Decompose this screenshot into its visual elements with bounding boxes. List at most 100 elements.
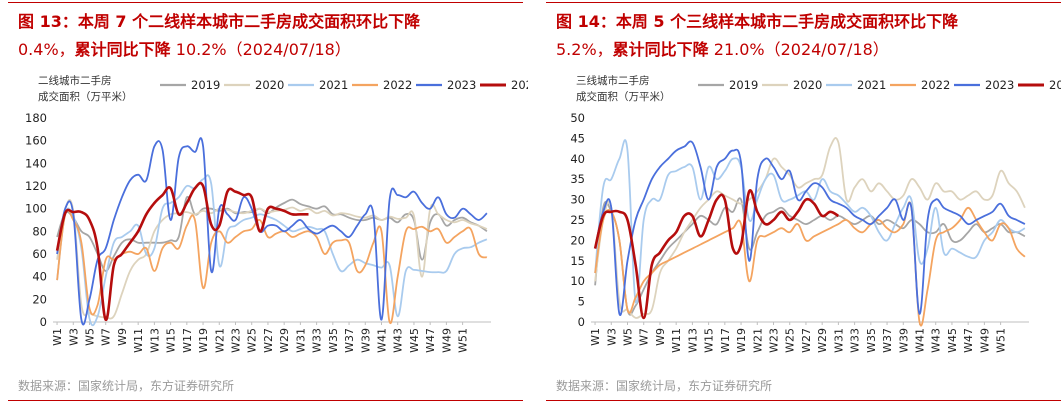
x-tick-label: W29 — [816, 328, 829, 353]
source-note: 数据来源：国家统计局，东方证券研究所 — [18, 379, 235, 393]
y-tick-label: 180 — [25, 111, 47, 125]
y-tick-label: 25 — [570, 213, 585, 227]
x-tick-label: W3 — [605, 328, 618, 346]
x-tick-label: W49 — [440, 328, 453, 353]
legend-label: 2023 — [985, 78, 1014, 92]
x-tick-label: W23 — [768, 328, 781, 353]
x-tick-label: W9 — [654, 328, 667, 346]
x-tick-label: W47 — [424, 328, 437, 353]
x-tick-label: W39 — [359, 328, 372, 353]
legend-item-2022: 2022 — [890, 78, 950, 92]
x-tick-label: W13 — [148, 328, 161, 353]
title-line-2-post: 10.2%（2024/07/18） — [170, 40, 351, 59]
x-tick-label: W41 — [914, 328, 927, 353]
title-line-2-post: 21.0%（2024/07/18） — [708, 40, 889, 59]
x-tick-label: W31 — [832, 328, 845, 353]
legend-item-2024: 2024 — [480, 78, 528, 92]
bottom-rule — [8, 400, 523, 401]
x-tick-label: W37 — [343, 328, 356, 353]
title-line-2-pre: 0.4%， — [18, 40, 75, 59]
x-tick-label: W21 — [751, 328, 764, 353]
top-rule — [546, 2, 1061, 3]
legend-label: 2022 — [921, 78, 950, 92]
x-tick-label: W45 — [408, 328, 421, 353]
legend-label: 2020 — [255, 78, 284, 92]
y-tick-label: 20 — [32, 292, 47, 306]
legend-label: 2021 — [319, 78, 348, 92]
x-tick-label: W29 — [278, 328, 291, 353]
y-tick-label: 10 — [570, 274, 585, 288]
x-tick-label: W13 — [686, 328, 699, 353]
x-tick-label: W33 — [849, 328, 862, 353]
series-line-2020 — [594, 137, 1026, 319]
y-tick-label: 5 — [578, 295, 585, 309]
y-tick-label: 0 — [578, 315, 585, 329]
x-tick-label: W27 — [800, 328, 813, 353]
legend-label: 2019 — [729, 78, 758, 92]
legend-item-2020: 2020 — [224, 78, 284, 92]
x-tick-label: W5 — [84, 328, 97, 346]
legend-item-2019: 2019 — [698, 78, 758, 92]
source-note: 数据来源：国家统计局，东方证券研究所 — [556, 379, 773, 393]
series-line-2024 — [55, 181, 309, 322]
y-tick-label: 45 — [570, 131, 585, 145]
series-line-2023 — [56, 137, 488, 326]
x-tick-label: W35 — [327, 328, 340, 353]
legend-label: 2024 — [511, 78, 528, 92]
x-tick-label: W51 — [995, 328, 1008, 353]
x-tick-label: W27 — [262, 328, 275, 353]
x-tick-label: W1 — [589, 328, 602, 346]
x-tick-label: W25 — [784, 328, 797, 353]
x-tick-label: W7 — [100, 328, 113, 346]
y-tick-label: 80 — [32, 224, 47, 238]
x-tick-label: W31 — [294, 328, 307, 353]
y-axis-label: 三线城市二手房 — [576, 74, 650, 87]
x-tick-label: W49 — [978, 328, 991, 353]
y-tick-label: 35 — [570, 172, 585, 186]
title-line-2-bold: 累计同比下降 — [74, 40, 171, 59]
x-tick-label: W15 — [703, 328, 716, 353]
x-tick-label: W1 — [51, 328, 64, 346]
legend-item-2023: 2023 — [954, 78, 1014, 92]
chart-panel-third-tier: 图 14：本周 5 个三线样本城市二手房成交面积环比下降 5.2%，累计同比下降… — [546, 0, 1061, 407]
legend-label: 2020 — [793, 78, 822, 92]
x-tick-label: W23 — [230, 328, 243, 353]
legend-label: 2024 — [1049, 78, 1061, 92]
y-tick-label: 160 — [25, 134, 47, 148]
x-tick-label: W3 — [67, 328, 80, 346]
legend-item-2022: 2022 — [352, 78, 412, 92]
series-line-2021 — [56, 174, 488, 327]
title-line-2-pre: 5.2%， — [556, 40, 613, 59]
x-tick-label: W5 — [622, 328, 635, 346]
x-tick-label: W19 — [735, 328, 748, 353]
x-tick-label: W43 — [392, 328, 405, 353]
y-tick-label: 20 — [570, 233, 585, 247]
series-line-2022 — [594, 201, 1026, 327]
x-tick-label: W47 — [962, 328, 975, 353]
legend-item-2023: 2023 — [416, 78, 476, 92]
x-tick-label: W7 — [638, 328, 651, 346]
series-line-2024 — [593, 189, 840, 320]
series-line-2019 — [594, 197, 1026, 316]
y-tick-label: 15 — [570, 254, 585, 268]
chart-title: 图 13：本周 7 个二线样本城市二手房成交面积环比下降 0.4%，累计同比下降… — [18, 8, 528, 64]
legend-item-2021: 2021 — [826, 78, 886, 92]
series-line-2022 — [56, 209, 488, 324]
x-tick-label: W9 — [116, 328, 129, 346]
top-rule — [8, 2, 523, 3]
title-line-2: 5.2%，累计同比下降 21.0%（2024/07/18） — [556, 36, 1061, 64]
x-tick-label: W25 — [246, 328, 259, 353]
x-tick-label: W33 — [311, 328, 324, 353]
title-line-2-bold: 累计同比下降 — [612, 40, 709, 59]
x-tick-label: W17 — [719, 328, 732, 353]
x-tick-label: W17 — [181, 328, 194, 353]
x-tick-label: W43 — [930, 328, 943, 353]
y-axis-label: 成交面积（万平米） — [576, 90, 671, 103]
legend-item-2024: 2024 — [1018, 78, 1061, 92]
legend-item-2020: 2020 — [762, 78, 822, 92]
y-tick-label: 50 — [570, 111, 585, 125]
bottom-rule — [546, 400, 1061, 401]
x-tick-label: W51 — [457, 328, 470, 353]
legend-label: 2019 — [191, 78, 220, 92]
